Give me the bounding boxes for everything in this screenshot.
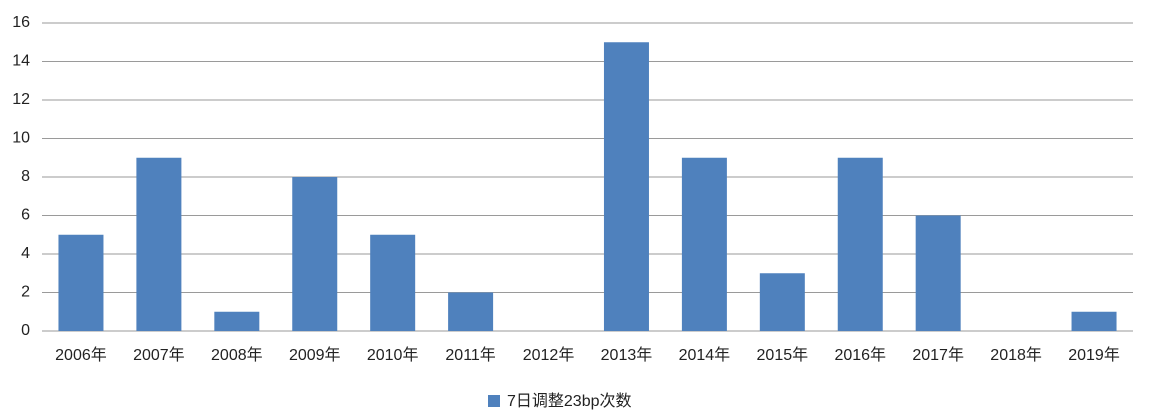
legend-label: 7日调整23bp次数 bbox=[507, 392, 632, 410]
bar bbox=[370, 234, 416, 331]
x-tick-label: 2007年 bbox=[133, 346, 185, 364]
bar bbox=[603, 42, 649, 331]
x-tick-label: 2012年 bbox=[523, 346, 575, 364]
x-tick-label: 2006年 bbox=[55, 346, 107, 364]
bar bbox=[837, 157, 883, 331]
y-tick-label: 14 bbox=[12, 53, 30, 70]
bar bbox=[915, 215, 961, 331]
x-tick-label: 2009年 bbox=[289, 346, 341, 364]
x-tick-label: 2018年 bbox=[990, 346, 1042, 364]
bar bbox=[214, 311, 260, 331]
y-tick-label: 12 bbox=[12, 91, 30, 108]
y-tick-label: 16 bbox=[12, 14, 30, 31]
x-tick-label: 2017年 bbox=[912, 346, 964, 364]
bar bbox=[1071, 311, 1117, 331]
x-tick-label: 2016年 bbox=[834, 346, 886, 364]
x-tick-label: 2015年 bbox=[757, 346, 809, 364]
y-tick-label: 0 bbox=[21, 322, 30, 339]
legend-swatch bbox=[488, 395, 500, 407]
x-tick-label: 2014年 bbox=[679, 346, 731, 364]
x-tick-label: 2010年 bbox=[367, 346, 419, 364]
y-tick-label: 2 bbox=[21, 284, 30, 301]
bar bbox=[759, 273, 805, 331]
bar bbox=[292, 177, 338, 331]
y-tick-label: 6 bbox=[21, 207, 30, 224]
y-tick-label: 4 bbox=[21, 245, 30, 262]
x-tick-label: 2019年 bbox=[1068, 346, 1120, 364]
bar bbox=[681, 157, 727, 331]
y-tick-label: 8 bbox=[21, 168, 30, 185]
bar bbox=[448, 292, 494, 331]
x-tick-label: 2008年 bbox=[211, 346, 263, 364]
bar bbox=[136, 157, 182, 331]
x-tick-label: 2013年 bbox=[601, 346, 653, 364]
bar bbox=[58, 234, 104, 331]
y-tick-label: 10 bbox=[12, 130, 30, 147]
x-tick-label: 2011年 bbox=[445, 346, 495, 364]
